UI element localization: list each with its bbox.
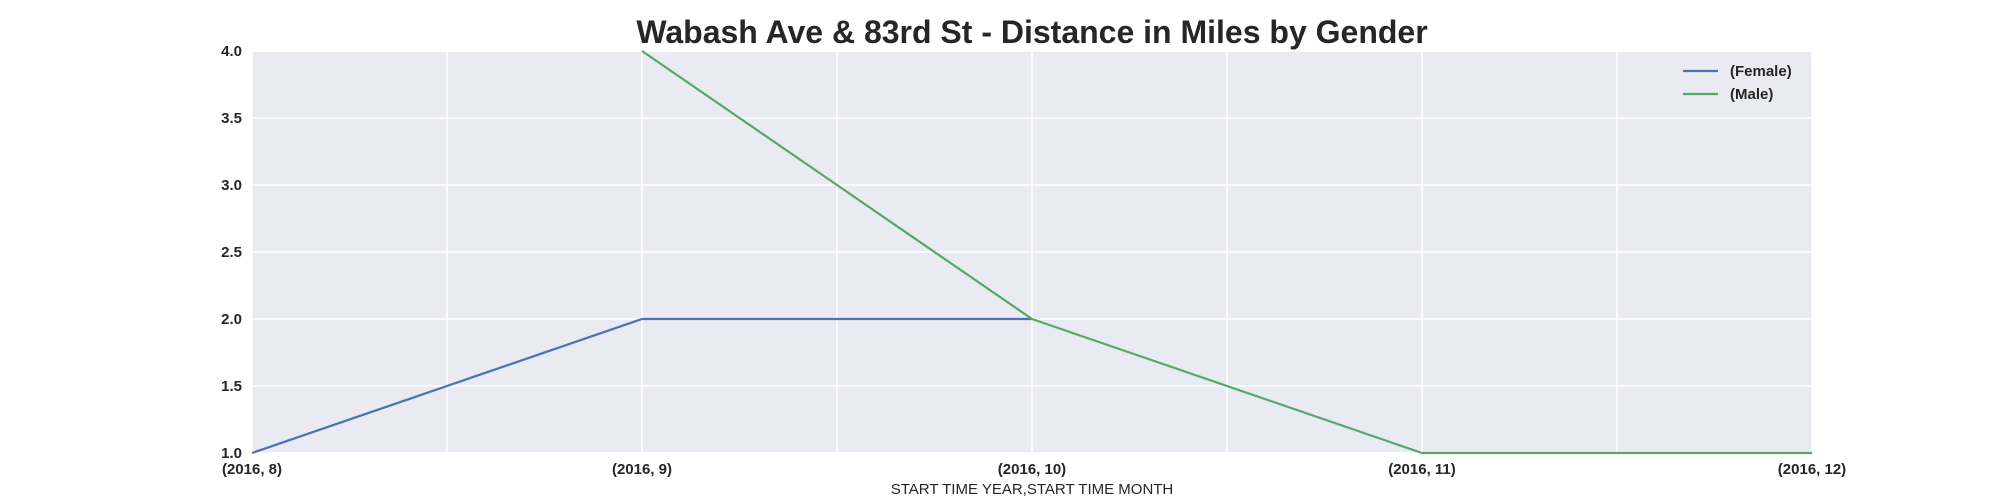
x-tick-label: (2016, 9) [612, 461, 672, 478]
y-tick-label: 3.5 [221, 110, 242, 127]
x-tick-label: (2016, 8) [222, 461, 282, 478]
y-tick-label: 2.5 [221, 244, 242, 261]
series-line-female [251, 317, 1032, 455]
series-lines [251, 50, 1812, 455]
y-tick-label: 1.5 [221, 378, 242, 395]
x-tick-label: (2016, 11) [1388, 461, 1456, 478]
legend-entry-label: (Female) [1730, 63, 1792, 80]
chart-title: Wabash Ave & 83rd St - Distance in Miles… [636, 14, 1427, 50]
y-tick-label: 3.0 [221, 177, 242, 194]
y-tick-label: 1.0 [221, 445, 242, 462]
y-axis-ticks: 1.0 1.5 2.0 2.5 3.0 3.5 4.0 [221, 43, 242, 462]
y-tick-label: 2.0 [221, 311, 242, 328]
legend-entry-label: (Male) [1730, 86, 1773, 103]
y-tick-label: 4.0 [221, 43, 242, 60]
x-tick-label: (2016, 12) [1778, 461, 1846, 478]
series-line-male [641, 50, 1812, 455]
x-axis-ticks: (2016, 8) (2016, 9) (2016, 10) (2016, 11) (2… [222, 461, 1846, 478]
legend: (Female) (Male) [1683, 63, 1792, 103]
x-axis-label: START TIME YEAR,START TIME MONTH [891, 481, 1174, 498]
x-tick-label: (2016, 10) [998, 461, 1066, 478]
